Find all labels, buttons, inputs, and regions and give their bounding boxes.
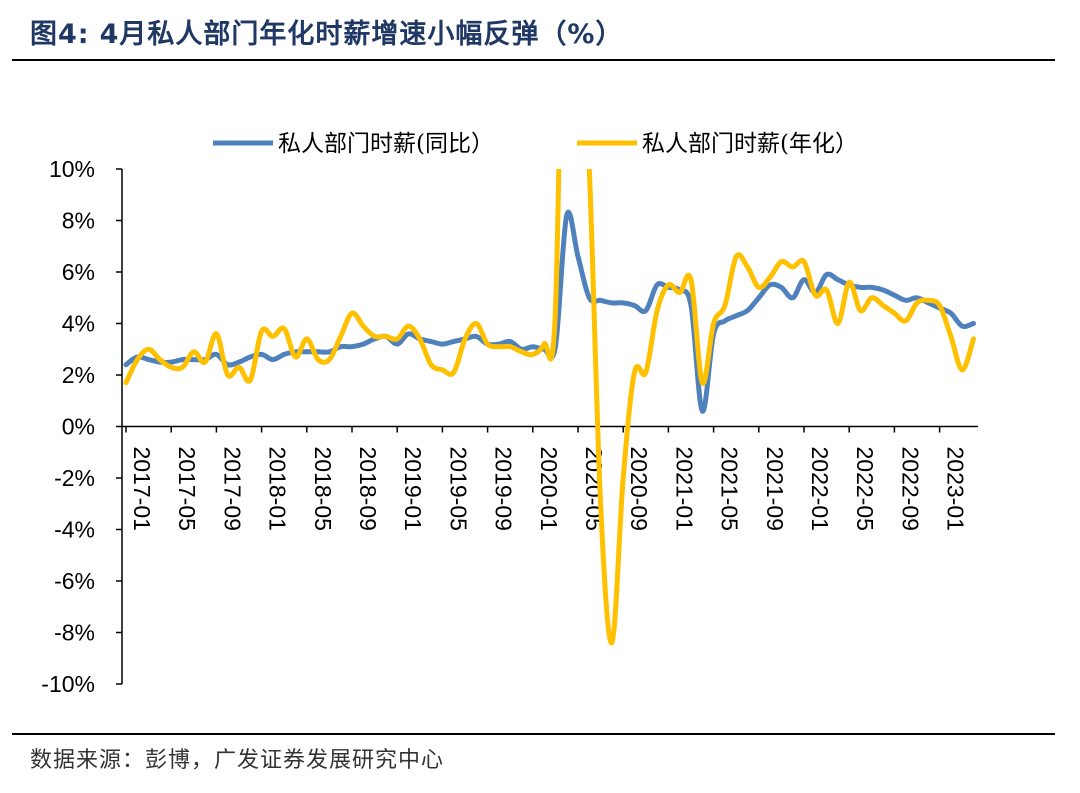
figure-title-text: 4月私人部门年化时薪增速小幅反弹（%） xyxy=(99,19,624,50)
y-tick-label: 10% xyxy=(49,156,95,182)
x-tick-label: 2018-09 xyxy=(355,447,381,531)
x-tick-label: 2022-09 xyxy=(897,447,923,531)
x-tick-label: 2018-05 xyxy=(310,447,336,531)
x-tick-label: 2017-01 xyxy=(129,447,155,531)
series-line-yoy xyxy=(123,209,976,414)
x-tick-label: 2022-05 xyxy=(852,447,878,531)
series-layer xyxy=(123,169,976,646)
y-tick-label: -10% xyxy=(41,671,95,697)
y-tick-label: -4% xyxy=(54,517,95,543)
y-tick-label: 0% xyxy=(62,414,95,440)
legend-label-annualized: 私人部门时薪(年化） xyxy=(642,131,858,157)
y-tick-label: 4% xyxy=(62,311,95,337)
legend-label-yoy: 私人部门时薪(同比） xyxy=(278,131,494,157)
figure-title: 图4: 4月私人部门年化时薪增速小幅反弹（%） xyxy=(30,12,623,51)
x-tick-label: 2020-01 xyxy=(536,447,562,531)
x-tick-label: 2019-01 xyxy=(400,447,426,531)
y-tick-label: -8% xyxy=(54,620,95,646)
y-tick-label: 8% xyxy=(62,208,95,234)
legend: 私人部门时薪(同比） 私人部门时薪(年化） xyxy=(213,131,858,157)
y-tick-label: 6% xyxy=(62,259,95,285)
x-tick-label: 2021-01 xyxy=(671,447,697,531)
source-rule xyxy=(12,733,1055,735)
y-tick-label: 2% xyxy=(62,362,95,388)
x-tick-label: 2019-09 xyxy=(491,447,517,531)
x-tick-label: 2022-01 xyxy=(807,447,833,531)
x-tick-label: 2023-01 xyxy=(943,447,969,531)
x-tick-label: 2017-09 xyxy=(219,447,245,531)
x-tick-label: 2019-05 xyxy=(445,447,471,531)
series-line-annualized xyxy=(123,169,976,646)
figure-label: 图4: xyxy=(30,19,90,50)
x-tick-label: 2021-05 xyxy=(717,447,743,531)
x-tick-label: 2017-05 xyxy=(174,447,200,531)
x-tick-label: 2020-09 xyxy=(626,447,652,531)
title-rule xyxy=(12,59,1055,61)
source-note: 数据来源：彭博，广发证券发展研究中心 xyxy=(30,748,445,773)
y-axis: 10% 8% 6% 4% 2% 0% -2% -4% -6% -8% -10% xyxy=(41,156,123,697)
y-tick-label: -6% xyxy=(54,568,95,594)
y-tick-label: -2% xyxy=(54,465,95,491)
x-axis: 2017-01 2017-05 2017-09 2018-01 2018-05 2018-… xyxy=(122,425,978,531)
x-tick-label: 2021-09 xyxy=(762,447,788,531)
x-tick-label: 2018-01 xyxy=(265,447,291,531)
